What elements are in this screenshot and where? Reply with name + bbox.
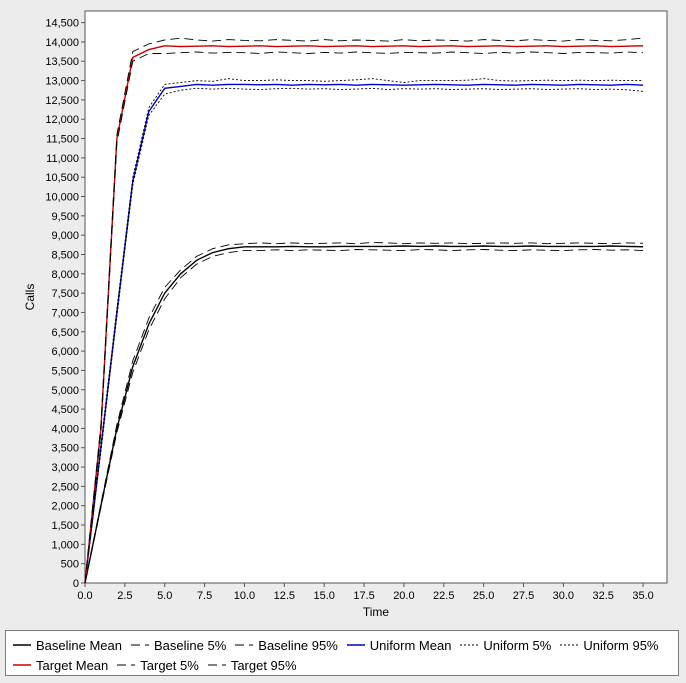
legend-swatch-target-5 bbox=[117, 664, 136, 666]
y-tick-label: 12,500 bbox=[45, 95, 79, 107]
x-tick-label: 30.0 bbox=[553, 590, 574, 602]
legend-item-baseline-mean: Baseline Mean bbox=[12, 635, 122, 655]
series-line-uniform-95 bbox=[84, 78, 644, 584]
y-tick-label: 3,500 bbox=[51, 443, 79, 455]
series-line-uniform-mean bbox=[84, 83, 644, 584]
y-tick-label: 1,000 bbox=[51, 539, 79, 551]
legend-label: Baseline Mean bbox=[36, 637, 122, 653]
y-tick-label: 8,000 bbox=[51, 269, 79, 281]
legend-item-uniform-95: Uniform 95% bbox=[559, 635, 658, 655]
x-tick-label: 0.0 bbox=[77, 590, 92, 602]
y-tick-label: 6,500 bbox=[51, 327, 79, 339]
series-line-target-95 bbox=[84, 37, 644, 584]
series-lines bbox=[84, 37, 644, 584]
x-tick-label: 10.0 bbox=[234, 590, 255, 602]
y-tick-label: 13,000 bbox=[45, 76, 79, 88]
x-tick-label: 15.0 bbox=[313, 590, 334, 602]
legend-label: Target 5% bbox=[140, 657, 199, 673]
y-tick-label: 6,000 bbox=[51, 346, 79, 358]
legend-swatch-uniform-5 bbox=[460, 644, 479, 646]
legend-swatch-baseline-95 bbox=[235, 644, 254, 646]
legend-swatch-target-mean bbox=[13, 664, 31, 666]
y-axis-title: Calls bbox=[23, 284, 37, 311]
legend-item-baseline-95: Baseline 95% bbox=[234, 635, 338, 655]
y-tick-label: 13,500 bbox=[45, 56, 79, 68]
legend-swatch-uniform-mean bbox=[346, 644, 365, 646]
legend-item-baseline-5: Baseline 5% bbox=[130, 635, 226, 655]
y-tick-label: 2,000 bbox=[51, 501, 79, 513]
legend-label: Target Mean bbox=[36, 657, 109, 673]
y-tick-label: 11,000 bbox=[46, 153, 79, 165]
legend-item-target-mean: Target Mean bbox=[12, 655, 108, 675]
y-tick-label: 3,000 bbox=[51, 462, 79, 474]
x-tick-label: 35.0 bbox=[632, 590, 653, 602]
series-line-baseline-95 bbox=[84, 242, 644, 584]
y-tick-label: 14,500 bbox=[45, 18, 79, 30]
y-tick-label: 10,500 bbox=[45, 172, 79, 184]
x-tick-label: 12.5 bbox=[274, 590, 295, 602]
y-tick-label: 4,500 bbox=[51, 404, 79, 416]
y-axis-ticks: 0 500 1,000 1,500 2,000 2,500 3,000 3,500 4,000 4… bbox=[45, 18, 85, 590]
y-tick-label: 11,500 bbox=[46, 134, 79, 146]
y-tick-label: 7,000 bbox=[51, 307, 79, 319]
plot-area bbox=[84, 10, 668, 584]
y-tick-label: 9,000 bbox=[51, 230, 79, 242]
series-line-target-5 bbox=[84, 51, 644, 584]
legend-swatch-uniform-95 bbox=[560, 644, 579, 646]
x-tick-label: 22.5 bbox=[433, 590, 454, 602]
y-tick-label: 8,500 bbox=[51, 249, 79, 261]
legend-swatch-target-95 bbox=[207, 664, 226, 666]
legend-label: Baseline 95% bbox=[258, 637, 338, 653]
legend-label: Uniform Mean bbox=[369, 637, 452, 653]
x-tick-label: 2.5 bbox=[117, 590, 132, 602]
y-tick-label: 14,000 bbox=[45, 37, 79, 49]
x-tick-label: 27.5 bbox=[513, 590, 534, 602]
x-tick-label: 25.0 bbox=[473, 590, 494, 602]
y-tick-label: 9,500 bbox=[51, 211, 79, 223]
y-tick-label: 5,500 bbox=[51, 365, 79, 377]
x-tick-label: 32.5 bbox=[593, 590, 614, 602]
y-tick-label: 7,500 bbox=[51, 288, 79, 300]
legend-label: Uniform 95% bbox=[583, 637, 659, 653]
legend: Baseline Mean Baseline 5% Baseline 95% Unif… bbox=[5, 630, 679, 676]
legend-swatch-baseline-mean bbox=[13, 644, 31, 646]
y-tick-label: 12,000 bbox=[45, 114, 79, 126]
y-tick-label: 4,000 bbox=[51, 423, 79, 435]
legend-item-uniform-mean: Uniform Mean bbox=[346, 635, 452, 655]
x-tick-label: 20.0 bbox=[393, 590, 414, 602]
x-axis-ticks: 0.0 2.5 5.0 7.5 10.0 12.5 15.0 17.5 20.0 22.5 25.0… bbox=[77, 583, 654, 602]
x-tick-label: 17.5 bbox=[353, 590, 374, 602]
legend-label: Target 95% bbox=[230, 657, 297, 673]
legend-item-uniform-5: Uniform 5% bbox=[459, 635, 551, 655]
y-tick-label: 500 bbox=[61, 559, 79, 571]
y-tick-label: 5,000 bbox=[51, 385, 79, 397]
x-tick-label: 5.0 bbox=[157, 590, 172, 602]
y-tick-label: 1,500 bbox=[51, 520, 79, 532]
chart: 0 500 1,000 1,500 2,000 2,500 3,000 3,500 4,000 4… bbox=[23, 10, 668, 619]
x-axis-title: Time bbox=[363, 605, 390, 619]
y-tick-label: 10,000 bbox=[45, 192, 79, 204]
series-line-uniform-5 bbox=[84, 87, 644, 584]
legend-swatch-baseline-5 bbox=[131, 644, 149, 646]
series-line-baseline-mean bbox=[84, 245, 644, 584]
legend-item-target-95: Target 95% bbox=[207, 655, 297, 675]
series-line-target-mean bbox=[84, 45, 644, 584]
x-tick-label: 7.5 bbox=[197, 590, 212, 602]
legend-label: Uniform 5% bbox=[483, 637, 552, 653]
y-tick-label: 0 bbox=[73, 578, 79, 590]
y-tick-label: 2,500 bbox=[51, 481, 79, 493]
legend-item-target-5: Target 5% bbox=[116, 655, 199, 675]
legend-label: Baseline 5% bbox=[154, 637, 227, 653]
